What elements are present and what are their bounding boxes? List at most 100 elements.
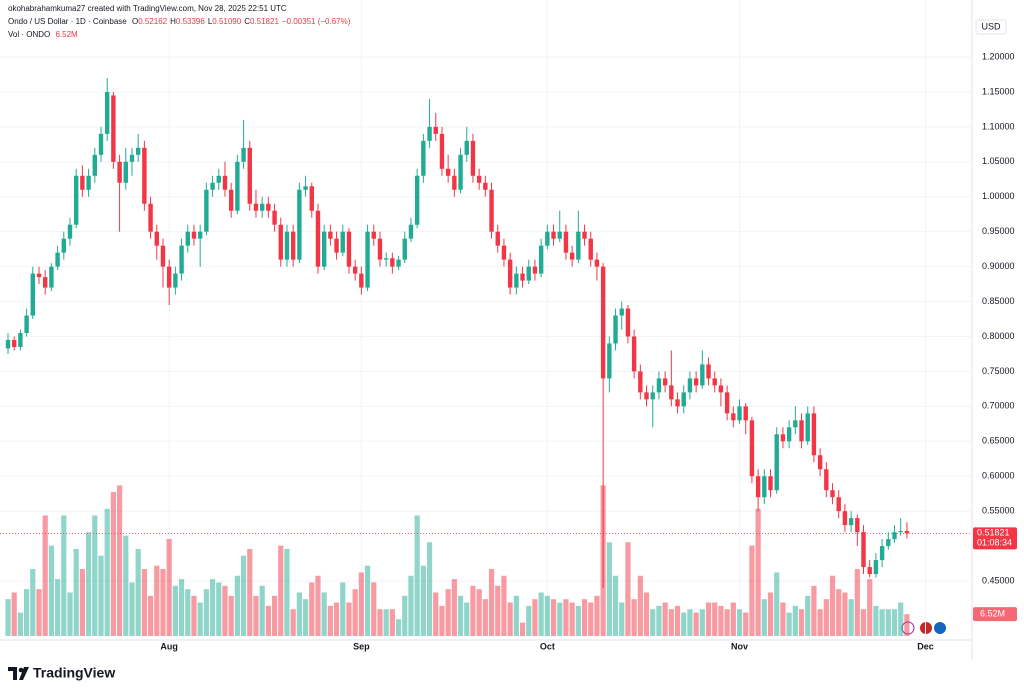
candle-body xyxy=(718,385,724,393)
candle-body xyxy=(284,231,290,260)
candle-body xyxy=(191,231,197,239)
volume-bar xyxy=(575,605,581,636)
volume-bar xyxy=(470,585,476,636)
volume-bar xyxy=(786,612,792,636)
candle-body xyxy=(631,336,637,372)
ohlc-key: H xyxy=(170,17,176,26)
candle-body xyxy=(148,203,153,232)
candle-body xyxy=(824,469,829,491)
candle-body xyxy=(886,539,891,547)
volume-bar xyxy=(278,545,284,636)
credit: okohabrahamkuma27 created with TradingVi… xyxy=(8,4,287,13)
volume-bar xyxy=(5,599,11,636)
candle-body xyxy=(569,252,575,260)
volume-bar xyxy=(885,609,891,636)
volume-bar xyxy=(693,612,699,636)
volume-bar xyxy=(501,575,507,636)
volume-bar xyxy=(829,575,836,636)
candle-body xyxy=(259,203,265,211)
price-axis-bg xyxy=(972,0,1024,660)
volume-bar xyxy=(433,592,439,636)
candle-body xyxy=(731,413,736,421)
candle-body xyxy=(42,277,48,288)
volume-bar xyxy=(352,589,358,636)
y-tick-label: 1.05000 xyxy=(982,156,1015,166)
ohlc-value: 0.51090 xyxy=(212,17,242,26)
candle-body xyxy=(892,532,897,540)
volume-bar xyxy=(482,599,488,636)
volume-bar xyxy=(811,585,817,636)
volume-bar xyxy=(23,589,30,636)
volume-bar xyxy=(774,572,780,636)
candle-body xyxy=(142,147,147,204)
volume-bar xyxy=(315,575,321,636)
x-tick-label: Oct xyxy=(540,641,555,651)
y-tick-label: 0.60000 xyxy=(982,471,1015,481)
volume-bar xyxy=(637,575,643,636)
candle-body xyxy=(396,259,401,267)
candle-body xyxy=(197,231,203,239)
candle-body xyxy=(154,231,159,246)
volume-bar xyxy=(420,565,426,636)
volume-bar xyxy=(265,605,271,636)
candle-body xyxy=(421,140,426,176)
volume-bar xyxy=(643,592,650,636)
volume-line: Vol · ONDO 6.52M xyxy=(8,30,81,39)
candle-body xyxy=(5,339,11,349)
volume-bar xyxy=(284,548,290,636)
change: −0.00351 (−0.67%) xyxy=(281,17,351,26)
candle-body xyxy=(507,259,513,288)
volume-bar xyxy=(197,602,203,636)
candle-body xyxy=(470,140,476,176)
volume-bar xyxy=(662,602,668,636)
candle-body xyxy=(805,413,810,442)
candle-body xyxy=(228,189,234,211)
candle-body xyxy=(383,258,389,260)
y-tick-label: 0.95000 xyxy=(982,226,1015,236)
ohlc-key: C xyxy=(244,17,250,26)
volume-bar xyxy=(178,579,185,636)
candle-body xyxy=(80,175,85,190)
currency: USD xyxy=(981,21,1001,31)
volume-bar xyxy=(619,602,625,636)
volume-bar xyxy=(749,545,755,636)
volume-bar xyxy=(290,609,296,636)
y-tick-label: 0.75000 xyxy=(982,366,1015,376)
volume-bar xyxy=(141,569,147,636)
volume-bar xyxy=(687,609,693,636)
candle-body xyxy=(210,182,215,190)
volume-bar xyxy=(333,602,340,636)
candle-body xyxy=(700,364,705,386)
candle-body xyxy=(514,273,519,288)
y-tick-label: 1.10000 xyxy=(982,121,1015,131)
volume-bar xyxy=(408,575,414,636)
volume-bar xyxy=(185,589,191,636)
x-tick-label: Aug xyxy=(160,641,178,651)
volume-bar xyxy=(79,569,85,636)
candle-body xyxy=(92,154,97,176)
candle-body xyxy=(98,133,104,155)
volume-bar xyxy=(755,508,761,636)
volume-bar xyxy=(563,599,569,636)
ohlc-value: 0.51821 xyxy=(249,17,279,26)
x-tick-label: Nov xyxy=(731,641,748,651)
symbol-line: Ondo / US Dollar · 1D · Coinbase O0.5216… xyxy=(8,17,353,26)
candle-body xyxy=(315,210,321,267)
candle-body xyxy=(309,186,314,211)
candle-body xyxy=(241,147,246,162)
volume-bar xyxy=(612,575,619,636)
candle-body xyxy=(414,175,420,225)
candle-body xyxy=(204,189,209,232)
candle-body xyxy=(563,231,569,253)
candle-body xyxy=(334,238,339,253)
candle-body xyxy=(532,266,538,274)
candle-body xyxy=(166,266,172,288)
volume-bar xyxy=(253,595,259,636)
volume-bar xyxy=(842,592,848,636)
volume-bar xyxy=(526,605,532,636)
volume-bar xyxy=(327,605,333,636)
currency-box[interactable] xyxy=(975,19,1007,35)
candle-body xyxy=(321,231,327,267)
candle-body xyxy=(408,224,414,239)
volume-bar xyxy=(736,609,743,636)
